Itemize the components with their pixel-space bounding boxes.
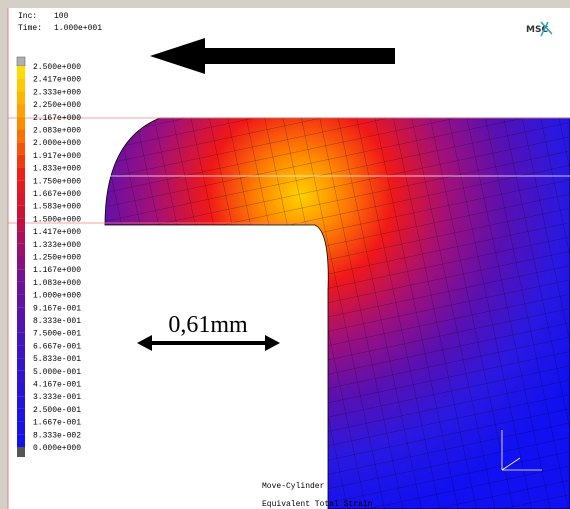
legend-swatch — [17, 218, 25, 231]
legend-swatch — [17, 91, 25, 104]
legend-label: 1.667e-001 — [33, 419, 81, 428]
legend-label: 1.000e+000 — [33, 292, 81, 301]
legend-swatch — [17, 320, 25, 333]
legend-label: 2.167e+000 — [33, 114, 81, 123]
legend-label: 6.667e-001 — [33, 342, 81, 351]
legend-label: 7.500e-001 — [33, 330, 81, 339]
legend-label: 1.833e+000 — [33, 165, 81, 174]
legend-swatch — [17, 180, 25, 193]
quantity-name: Equivalent Total Strain — [262, 500, 373, 509]
legend-swatch — [17, 142, 25, 155]
legend-swatch — [17, 231, 25, 244]
legend-label: 2.500e-001 — [33, 406, 81, 415]
legend-swatch — [17, 358, 25, 371]
legend-label: 1.333e+000 — [33, 241, 81, 250]
inc-value: 100 — [54, 12, 69, 21]
legend-label: 5.833e-001 — [33, 355, 81, 364]
legend-swatch — [17, 79, 25, 92]
job-name: Move-Cylinder — [262, 482, 325, 491]
legend-swatch — [17, 206, 25, 219]
time-label: Time: — [18, 24, 42, 33]
legend-label: 1.750e+000 — [33, 177, 81, 186]
legend-label: 1.250e+000 — [33, 254, 81, 263]
legend-swatch — [17, 307, 25, 320]
viewport: 0,61mm Inc: 100 Time: 1.000e+001 MSC Mov… — [0, 0, 570, 509]
page: 0,61mm Inc: 100 Time: 1.000e+001 MSC Mov… — [0, 0, 570, 509]
inc-label: Inc: — [18, 12, 37, 21]
legend-label: 1.083e+000 — [33, 279, 81, 288]
legend-swatch — [17, 257, 25, 270]
legend-label: 5.000e-001 — [33, 368, 81, 377]
legend-label: 8.333e-002 — [33, 431, 81, 440]
legend-swatch — [17, 447, 25, 457]
legend-swatch — [17, 345, 25, 358]
legend-swatch — [17, 117, 25, 130]
legend-label: 2.500e+000 — [33, 63, 81, 72]
legend-swatch — [17, 269, 25, 282]
legend-swatch — [17, 130, 25, 143]
legend-swatch — [17, 104, 25, 117]
legend-swatch — [17, 333, 25, 346]
legend-swatch — [17, 168, 25, 181]
legend-swatch — [17, 295, 25, 308]
legend-label: 2.333e+000 — [33, 88, 81, 97]
legend-swatch — [17, 409, 25, 422]
legend-swatch — [17, 422, 25, 435]
legend-swatch — [17, 57, 25, 66]
legend-label: 2.000e+000 — [33, 139, 81, 148]
legend-label: 1.417e+000 — [33, 228, 81, 237]
legend-swatch — [17, 193, 25, 206]
legend-label: 2.250e+000 — [33, 101, 81, 110]
legend-swatch — [17, 155, 25, 168]
legend-label: 8.333e-001 — [33, 317, 81, 326]
legend-label: 1.667e+000 — [33, 190, 81, 199]
dimension-label: 0,61mm — [168, 312, 248, 338]
legend-label: 1.917e+000 — [33, 152, 81, 161]
legend-label: 1.583e+000 — [33, 203, 81, 212]
legend-label: 3.333e-001 — [33, 393, 81, 402]
legend-swatch — [17, 371, 25, 384]
legend-swatch — [17, 66, 25, 79]
legend-label: 9.167e-001 — [33, 304, 81, 313]
legend-swatch — [17, 384, 25, 397]
legend-swatch — [17, 434, 25, 447]
legend-swatch — [17, 244, 25, 257]
legend-label: 2.083e+000 — [33, 127, 81, 136]
legend-label: 2.417e+000 — [33, 76, 81, 85]
legend-label: 1.167e+000 — [33, 266, 81, 275]
legend-label: 4.167e-001 — [33, 381, 81, 390]
legend-swatch — [17, 396, 25, 409]
time-value: 1.000e+001 — [54, 24, 102, 33]
legend-label: 1.500e+000 — [33, 215, 81, 224]
legend-label: 0.000e+000 — [33, 444, 81, 453]
legend-swatch — [17, 282, 25, 295]
